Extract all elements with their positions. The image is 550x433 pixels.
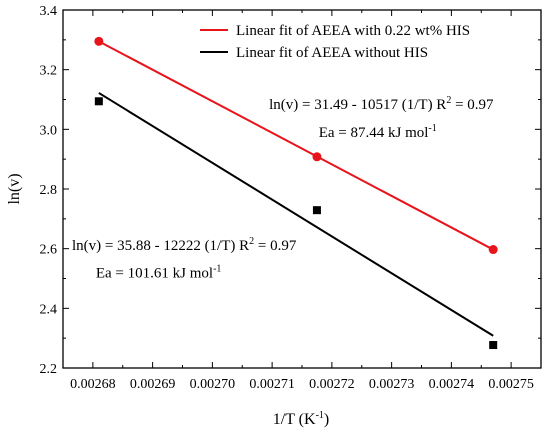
x-tick-label: 0.00271 [249,377,295,392]
y-tick-label: 3.4 [40,4,58,19]
x-tick-label: 0.00273 [369,377,415,392]
fit-line-series-2 [98,92,494,337]
x-tick-label: 0.00275 [488,377,534,392]
x-tick-label: 0.00274 [429,377,475,392]
plot-frame [62,9,542,369]
legend: Linear fit of AEEA with 0.22 wt% HIS Line… [200,23,470,61]
y-tick-label: 2.4 [40,302,58,317]
fit-equation-annotation: ln(v) = 31.49 - 10517 (1/T) R2 = 0.97 [269,95,494,113]
data-point-series-2 [312,206,321,215]
x-axis-label: 1/T (K-1) [273,410,329,428]
x-tick-label: 0.00268 [70,377,116,392]
data-point-series-1 [488,245,498,255]
y-tick-label: 2.6 [40,243,58,258]
legend-label-series-1: Linear fit of AEEA with 0.22 wt% HIS [236,23,470,39]
data-point-series-1 [94,36,104,46]
y-tick-label: 2.8 [40,183,58,198]
fit-equation-annotation: Ea = 101.61 kJ mol-1 [96,263,222,281]
fit-equation-annotation: ln(v) = 35.88 - 12222 (1/T) R2 = 0.97 [72,236,297,254]
y-tick-label: 3.2 [40,64,58,79]
data-point-series-2 [489,341,498,350]
x-tick-label: 0.00270 [190,377,236,392]
y-tick-label: 3.0 [40,123,58,138]
y-axis-label: ln(v) [6,173,23,204]
x-tick-label: 0.00272 [309,377,355,392]
data-point-series-2 [94,97,103,106]
data-point-series-1 [312,152,322,162]
y-tick-label: 2.2 [40,362,58,377]
fit-equation-annotation: Ea = 87.44 kJ mol-1 [319,123,437,141]
fit-line-series-1 [98,40,494,251]
legend-label-series-2: Linear fit of AEEA without HIS [236,45,428,61]
x-tick-label: 0.00269 [130,377,176,392]
